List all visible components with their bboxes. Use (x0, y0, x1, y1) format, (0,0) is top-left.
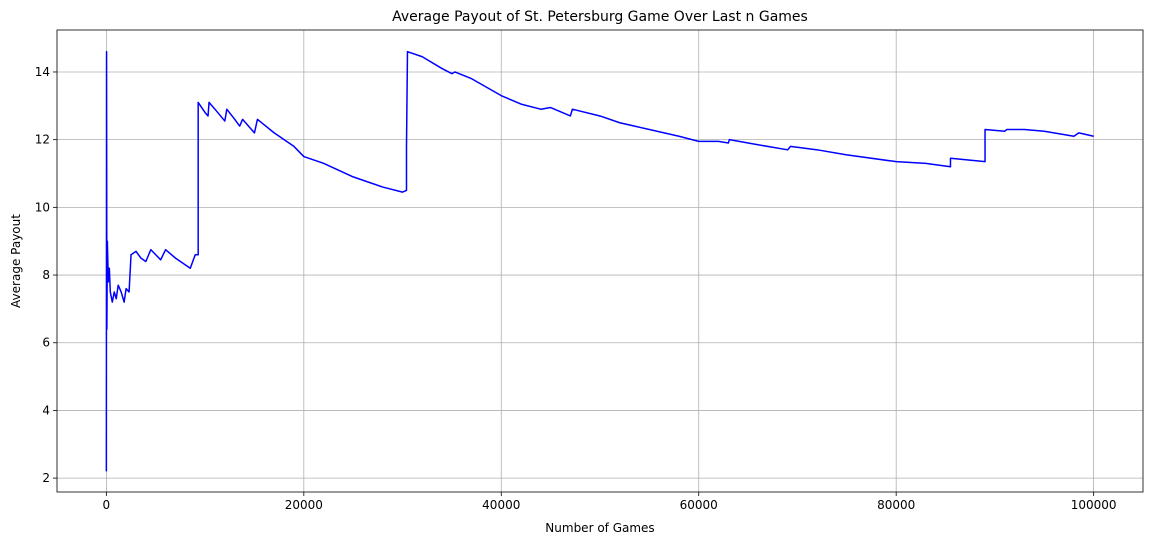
x-axis-label: Number of Games (545, 521, 654, 535)
x-tick-label: 60000 (680, 498, 718, 512)
y-tick-label: 12 (35, 133, 50, 147)
y-tick-label: 8 (42, 268, 50, 282)
plot-frame (56, 29, 1144, 493)
x-tick-label: 0 (103, 498, 111, 512)
x-tick-label: 40000 (482, 498, 520, 512)
y-tick-label: 6 (42, 336, 50, 350)
x-tick-label: 100000 (1071, 498, 1117, 512)
x-tick-label: 20000 (285, 498, 323, 512)
y-tick-label: 4 (42, 403, 50, 417)
y-tick-label: 14 (35, 65, 50, 79)
y-tick-label: 2 (42, 471, 50, 485)
y-axis-label: Average Payout (9, 214, 23, 308)
chart-title: Average Payout of St. Petersburg Game Ov… (392, 9, 808, 25)
data-line (105, 50, 1094, 472)
y-tick-label: 10 (35, 200, 50, 214)
x-tick-label: 80000 (877, 498, 915, 512)
